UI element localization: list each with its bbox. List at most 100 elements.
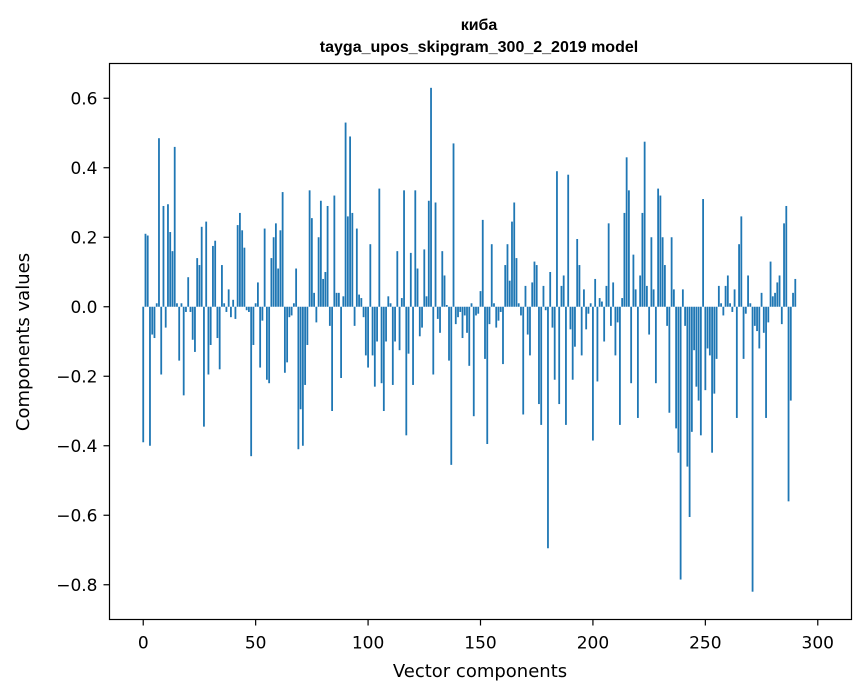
bar-42 [236,225,239,307]
bar-81 [324,272,327,307]
bar-106 [380,306,383,384]
bar-249 [702,199,704,307]
bar-234 [668,306,671,413]
bar-78 [317,237,320,307]
bar-8 [160,306,163,375]
bar-220 [636,306,639,418]
bar-3 [149,306,151,446]
bar-166 [515,258,518,307]
bar-95 [355,228,358,307]
bar-237 [675,306,678,429]
bar-48 [250,306,253,457]
bar-231 [661,237,664,307]
bar-152 [484,306,486,359]
bar-117 [405,306,408,436]
bar-177 [540,306,543,425]
bar-284 [780,306,783,325]
bar-105 [378,188,381,307]
bar-263 [733,289,736,307]
bar-52 [259,306,262,368]
bar-236 [672,289,675,307]
bar-79 [319,200,322,307]
bar-232 [663,265,666,307]
bar-65 [288,306,291,318]
bar-35 [221,265,223,307]
bar-188 [565,306,567,425]
bar-26 [200,226,203,307]
bar-27 [203,306,205,427]
bar-119 [409,252,412,307]
bar-39 [230,306,232,318]
bar-193 [576,238,579,307]
bar-244 [690,306,693,432]
bar-129 [432,306,435,375]
bar-100 [367,306,369,368]
bar-200 [592,306,594,441]
y-axis-ticks: −0.8 −0.6 −0.4 −0.2 0.0 0.2 0.4 0.6 [56,89,110,596]
bar-176 [538,306,540,405]
bar-92 [349,136,351,307]
bar-192 [574,306,576,347]
bar-280 [771,296,774,307]
bar-59 [274,223,277,307]
bar-215 [625,157,628,307]
bar-154 [488,306,491,325]
bar-111 [391,306,394,385]
bar-198 [587,306,590,314]
bar-174 [533,261,536,307]
bar-0 [142,306,145,443]
bar-217 [630,306,633,384]
bar-89 [342,296,345,307]
bar-22 [191,306,194,340]
bar-13 [171,251,174,307]
bar-153 [486,306,489,445]
bar-14 [173,146,176,307]
x-tick-label: 250 [689,634,721,654]
bar-247 [697,306,700,401]
x-axis-ticks: 0 50 100 150 200 250 300 [138,619,834,654]
bar-164 [511,221,513,307]
bar-124 [421,306,423,328]
bar-32 [214,240,217,307]
bar-21 [189,306,192,312]
bar-169 [522,306,525,415]
bar-62 [281,192,284,307]
bar-72 [304,306,307,385]
bar-168 [520,306,522,316]
bar-160 [502,306,504,365]
x-tick-label: 200 [577,634,609,654]
bar-68 [295,268,298,307]
bar-207 [607,223,610,307]
bar-94 [353,306,356,326]
bar-210 [614,306,617,356]
bar-51 [257,282,259,307]
bar-190 [569,306,572,330]
bar-148 [475,306,477,316]
bar-107 [382,306,385,411]
bar-221 [639,275,642,307]
bar-258 [722,306,725,316]
bar-49 [252,306,255,345]
bar-120 [412,306,414,385]
bar-271 [751,306,754,592]
bar-264 [735,306,738,418]
bar-181 [549,272,552,307]
bar-283 [778,275,781,307]
y-tick-label: −0.4 [56,437,97,457]
bar-60 [277,268,280,307]
bar-219 [634,289,637,307]
bar-70 [299,306,302,410]
bar-228 [654,306,657,384]
bar-18 [182,306,185,396]
bar-55 [265,306,268,380]
bar-88 [340,306,342,378]
bar-182 [551,306,554,328]
bar-243 [688,306,691,517]
bar-84 [331,306,333,411]
y-tick-label: −0.2 [56,367,97,387]
bar-222 [641,212,644,307]
bar-246 [695,306,698,387]
bar-24 [196,258,199,307]
bar-17 [180,303,183,307]
